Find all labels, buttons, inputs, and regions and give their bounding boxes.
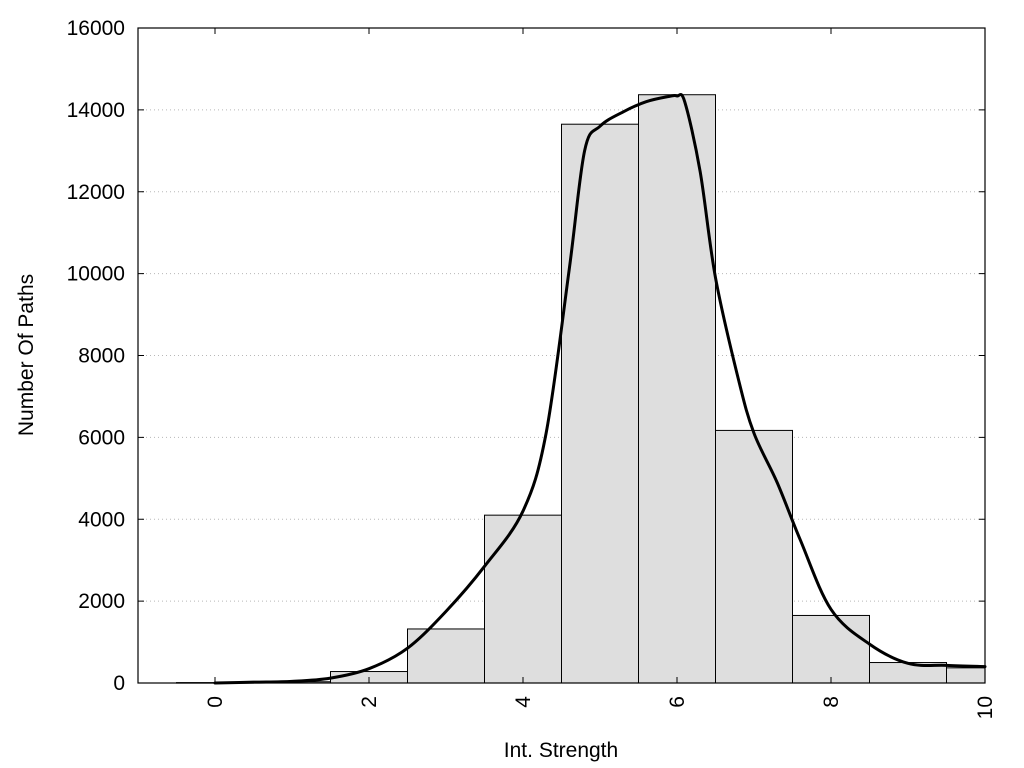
- histogram-bar: [638, 94, 716, 684]
- x-tick-label: 6: [666, 696, 689, 708]
- y-axis-title: Number Of Paths: [15, 274, 38, 436]
- x-tick-label: 8: [820, 696, 843, 708]
- tick-labels: 0 2000 4000 6000 8000 10000 12000 14000 16000 0 2 4…: [67, 17, 997, 719]
- axis-ticks: [138, 27, 986, 684]
- y-tick-label: 8000: [78, 345, 125, 368]
- x-tick-label: 10: [974, 696, 997, 719]
- y-tick-label: 4000: [78, 508, 125, 531]
- x-tick-label: 2: [358, 696, 381, 708]
- histogram-bar: [715, 429, 793, 684]
- histogram-bar: [484, 514, 562, 684]
- y-tick-label: 10000: [67, 263, 125, 286]
- y-tick-label: 0: [113, 672, 125, 695]
- y-tick-label: 16000: [67, 17, 125, 40]
- x-tick-label: 4: [512, 696, 535, 708]
- histogram-bar: [946, 667, 986, 684]
- y-tick-label: 2000: [78, 590, 125, 613]
- fitted-curve: [213, 92, 987, 685]
- x-tick-label: 0: [204, 696, 227, 708]
- y-tick-label: 6000: [78, 426, 125, 449]
- y-tick-label: 12000: [67, 181, 125, 204]
- histogram-bar: [792, 614, 870, 684]
- histogram-bar: [561, 123, 639, 684]
- x-axis-title: Int. Strength: [504, 739, 618, 762]
- y-tick-label: 14000: [67, 99, 125, 122]
- fit-curve-layer: [213, 92, 987, 685]
